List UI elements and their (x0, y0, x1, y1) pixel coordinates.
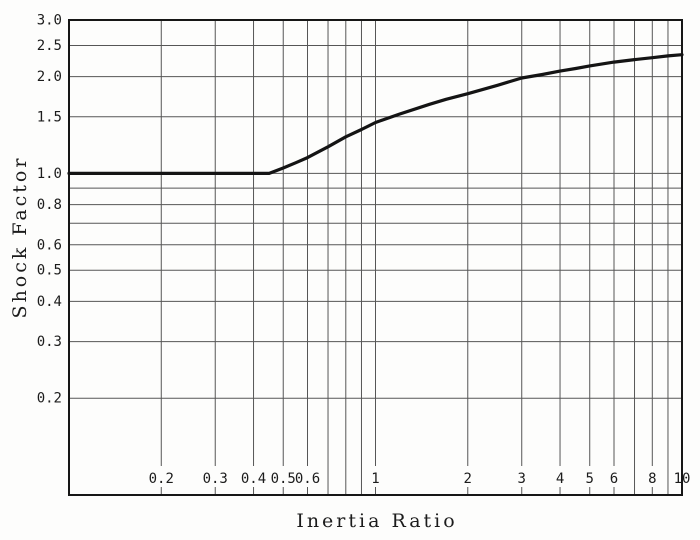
shock-factor-curve (67, 53, 684, 175)
y-axis-title: Shock Factor (9, 155, 31, 319)
x-tick-label: 6 (610, 471, 618, 487)
x-tick-label: 0.2 (149, 471, 174, 487)
x-tick-label: 0.6 (295, 471, 320, 487)
x-tick-label: 0.5 (271, 471, 296, 487)
x-tick-label: 1 (371, 471, 379, 487)
x-tick-label: 0.3 (203, 471, 228, 487)
y-tick-label: 2.5 (37, 38, 62, 54)
y-tick-label: 0.8 (37, 197, 62, 213)
y-tick-label: 0.5 (37, 263, 62, 279)
y-tick-label: 0.4 (37, 294, 62, 310)
x-axis-title: Inertia Ratio (296, 510, 458, 532)
y-tick-label: 1.5 (37, 109, 62, 125)
x-tick-label: 3 (518, 471, 526, 487)
x-tick-label: 2 (464, 471, 472, 487)
y-tick-label: 0.2 (37, 391, 62, 407)
x-tick-label: 5 (586, 471, 594, 487)
x-tick-label: 0.4 (241, 471, 266, 487)
y-tick-label: 0.6 (37, 237, 62, 253)
y-tick-label: 2.0 (37, 69, 62, 85)
plot-border (68, 19, 683, 496)
x-tick-label: 10 (674, 471, 691, 487)
y-tick-label: 3.0 (37, 13, 62, 29)
y-tick-label: 1.0 (37, 166, 62, 182)
x-tick-label: 4 (556, 471, 564, 487)
y-tick-label: 0.3 (37, 334, 62, 350)
x-tick-label: 8 (648, 471, 656, 487)
